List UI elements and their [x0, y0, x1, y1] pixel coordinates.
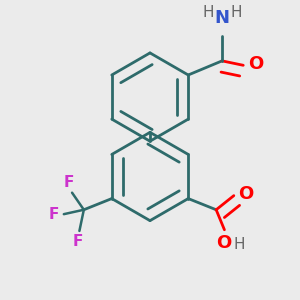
Text: F: F	[64, 175, 74, 190]
Text: F: F	[49, 207, 59, 222]
Text: O: O	[238, 185, 253, 203]
Text: O: O	[216, 235, 231, 253]
Text: H: H	[202, 5, 214, 20]
Text: O: O	[248, 55, 264, 73]
Text: F: F	[73, 235, 83, 250]
Text: N: N	[214, 9, 230, 27]
Text: H: H	[230, 5, 242, 20]
Text: H: H	[233, 237, 245, 252]
